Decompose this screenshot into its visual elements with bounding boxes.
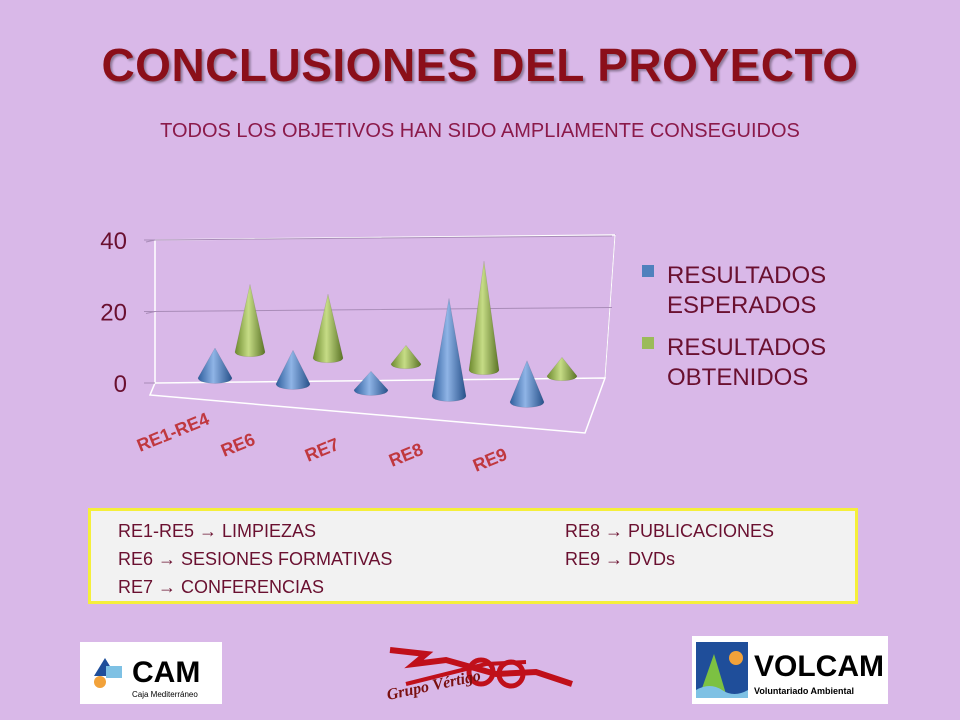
cone-obtenidos-re6 (312, 294, 344, 364)
cone-obtenidos-re7 (390, 344, 422, 370)
note-re1-re5: RE1-RE5 → LIMPIEZAS (118, 521, 317, 541)
note-re7: RE7 → CONFERENCIAS (118, 577, 325, 597)
x-tick-label: RE1-RE4 (134, 409, 212, 456)
cone-esperados-re6 (275, 349, 311, 390)
cone-obtenidos-re1-re4 (234, 284, 266, 358)
x-tick-label: RE7 (302, 434, 342, 466)
page-title: CONCLUSIONES DEL PROYECTO (101, 39, 859, 91)
page-subtitle: TODOS LOS OBJETIVOS HAN SIDO AMPLIAMENTE… (160, 120, 800, 142)
cam-logo-tagline: Caja Mediterráneo (132, 690, 198, 699)
note-re9: RE9 → DVDs (565, 549, 676, 569)
x-tick-label: RE9 (470, 444, 510, 476)
cone-esperados-re7 (353, 370, 389, 396)
y-tick-label: 40 (100, 228, 127, 255)
cone-obtenidos-re9 (546, 356, 578, 382)
legend-label: RESULTADOS (667, 262, 826, 289)
volcam-logo-name: VOLCAM (754, 650, 884, 683)
cam-logo-name: CAM (132, 656, 200, 689)
cone-esperados-re8 (431, 298, 467, 402)
cam-logo: CAM Caja Mediterráneo (80, 642, 222, 704)
grupo-vertigo-logo-name: Grupo Vértigo (386, 667, 482, 704)
gridline (145, 307, 613, 314)
legend-label: OBTENIDOS (667, 364, 808, 391)
x-tick-label: RE8 (386, 439, 426, 471)
note-re6: RE6 → SESIONES FORMATIVAS (118, 549, 393, 569)
grupo-vertigo-logo: Grupo Vértigo (385, 644, 576, 708)
y-tick-label: 20 (100, 300, 127, 327)
x-tick-label: RE6 (218, 429, 258, 461)
volcam-logo: VOLCAM Voluntariado Ambiental (692, 636, 888, 704)
legend-swatch (642, 337, 654, 349)
cone-chart: 0 20 40 RE1-RE4 RE6 RE7 RE8 RE9 RESULTADOS ESPE… (100, 228, 826, 476)
legend-notes-box: RE1-RE5 → LIMPIEZAS RE6 → SESIONES FORMA… (88, 508, 858, 604)
note-re8: RE8 → PUBLICACIONES (565, 521, 775, 541)
legend-swatch (642, 265, 654, 277)
legend-label: ESPERADOS (667, 292, 816, 319)
cone-obtenidos-re8 (468, 261, 500, 376)
volcam-logo-tagline: Voluntariado Ambiental (754, 686, 854, 696)
chart-right-edge (604, 234, 616, 379)
legend-label: RESULTADOS (667, 334, 826, 361)
cone-esperados-re9 (509, 360, 545, 408)
y-tick-label: 0 (114, 371, 127, 398)
cone-esperados-re1-re4 (197, 347, 233, 384)
